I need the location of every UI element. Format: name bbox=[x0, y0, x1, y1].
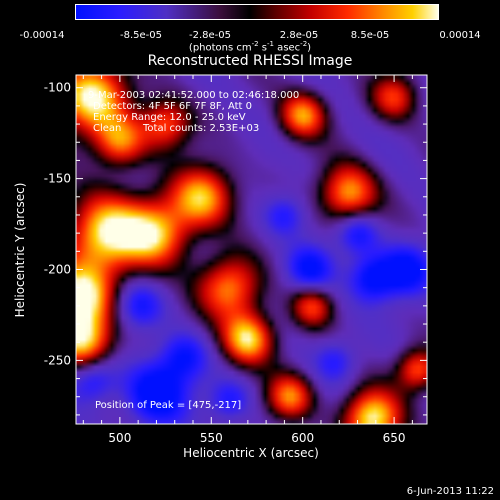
colorbar-tick-label: 0.00014 bbox=[439, 30, 481, 41]
x-axis-label: Heliocentric X (arcsec) bbox=[183, 446, 319, 460]
plot-frame bbox=[75, 74, 428, 425]
y-tick-label: -150 bbox=[44, 172, 71, 186]
annotation-peak: Position of Peak = [475,-217] bbox=[95, 400, 241, 411]
annotation-time-range: 9-Mar-2003 02:41:52.000 to 02:46:18.000 bbox=[88, 90, 299, 101]
colorbar-tick-label: -8.5e-05 bbox=[120, 30, 162, 41]
chart-title: Reconstructed RHESSI Image bbox=[147, 53, 353, 69]
x-tick-label: 550 bbox=[200, 431, 223, 445]
x-tick-label: 600 bbox=[291, 431, 314, 445]
annotation-counts: Total counts: 2.53E+03 bbox=[142, 123, 259, 134]
plot-timestamp: 6-Jun-2013 11:22 bbox=[406, 486, 494, 497]
heatmap-image bbox=[76, 75, 427, 424]
y-tick-label: -100 bbox=[44, 81, 71, 95]
colorbar-tick-label: 8.5e-05 bbox=[350, 30, 390, 41]
annotation-method: Clean bbox=[93, 123, 121, 134]
y-tick-label: -200 bbox=[44, 262, 71, 276]
colorbar-tick-label: -0.00014 bbox=[19, 30, 65, 41]
colorbar-tick-label: 2.8e-05 bbox=[279, 30, 319, 41]
x-tick-label: 650 bbox=[383, 431, 406, 445]
colorbar-gradient bbox=[75, 4, 439, 20]
y-tick-label: -250 bbox=[44, 353, 71, 367]
x-tick-label: 500 bbox=[108, 431, 131, 445]
annotation-energy: Energy Range: 12.0 - 25.0 keV bbox=[93, 112, 246, 123]
y-axis-label: Heliocentric Y (arcsec) bbox=[13, 183, 27, 318]
colorbar bbox=[75, 4, 439, 20]
annotation-detectors: Detectors: 4F 5F 6F 7F 8F, Att 0 bbox=[93, 101, 252, 112]
axis-ticks: 500 550 600 650 -100 -150 -200 -250 bbox=[44, 75, 427, 445]
colorbar-units: (photons cm-2 s-1 asec-2) bbox=[188, 40, 312, 54]
colorbar-tick-label: -2.8e-05 bbox=[189, 30, 231, 41]
